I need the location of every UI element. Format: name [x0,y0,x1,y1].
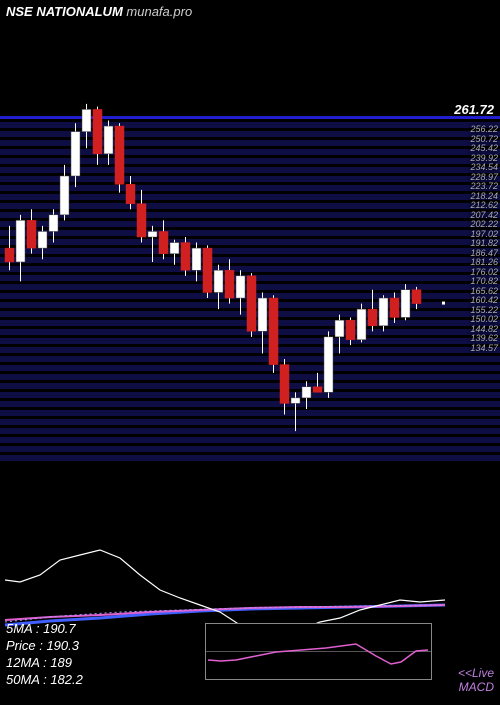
exchange-label: NSE [6,4,33,19]
ma5-label: 5MA : 190.7 [6,620,83,637]
symbol-label: NATIONALUM [36,4,122,19]
chart-header: NSE NATIONALUM munafa.pro [0,0,500,23]
price-label: Price : 190.3 [6,637,83,654]
source-label: munafa.pro [126,4,192,19]
candlestick-svg [0,30,450,510]
ma12-label: 12MA : 189 [6,654,83,671]
macd-live-label: <<Live MACD [458,666,494,694]
top-price-label: 261.72 [454,102,494,117]
ma50-label: 50MA : 182.2 [6,671,83,688]
price-chart-area: 261.72 256.22250.72245.42239.92234.54228… [0,30,500,510]
macd-live-l2: MACD [458,680,494,694]
macd-inset-box [205,623,432,680]
macd-inset-svg [206,624,431,679]
ma-info-block: 5MA : 190.7 Price : 190.3 12MA : 189 50M… [6,620,83,688]
y-tick-label: 134.57 [470,344,498,354]
macd-live-l1: <<Live [458,666,494,680]
y-axis-labels: 256.22250.72245.42239.92234.54228.97223.… [470,125,498,510]
